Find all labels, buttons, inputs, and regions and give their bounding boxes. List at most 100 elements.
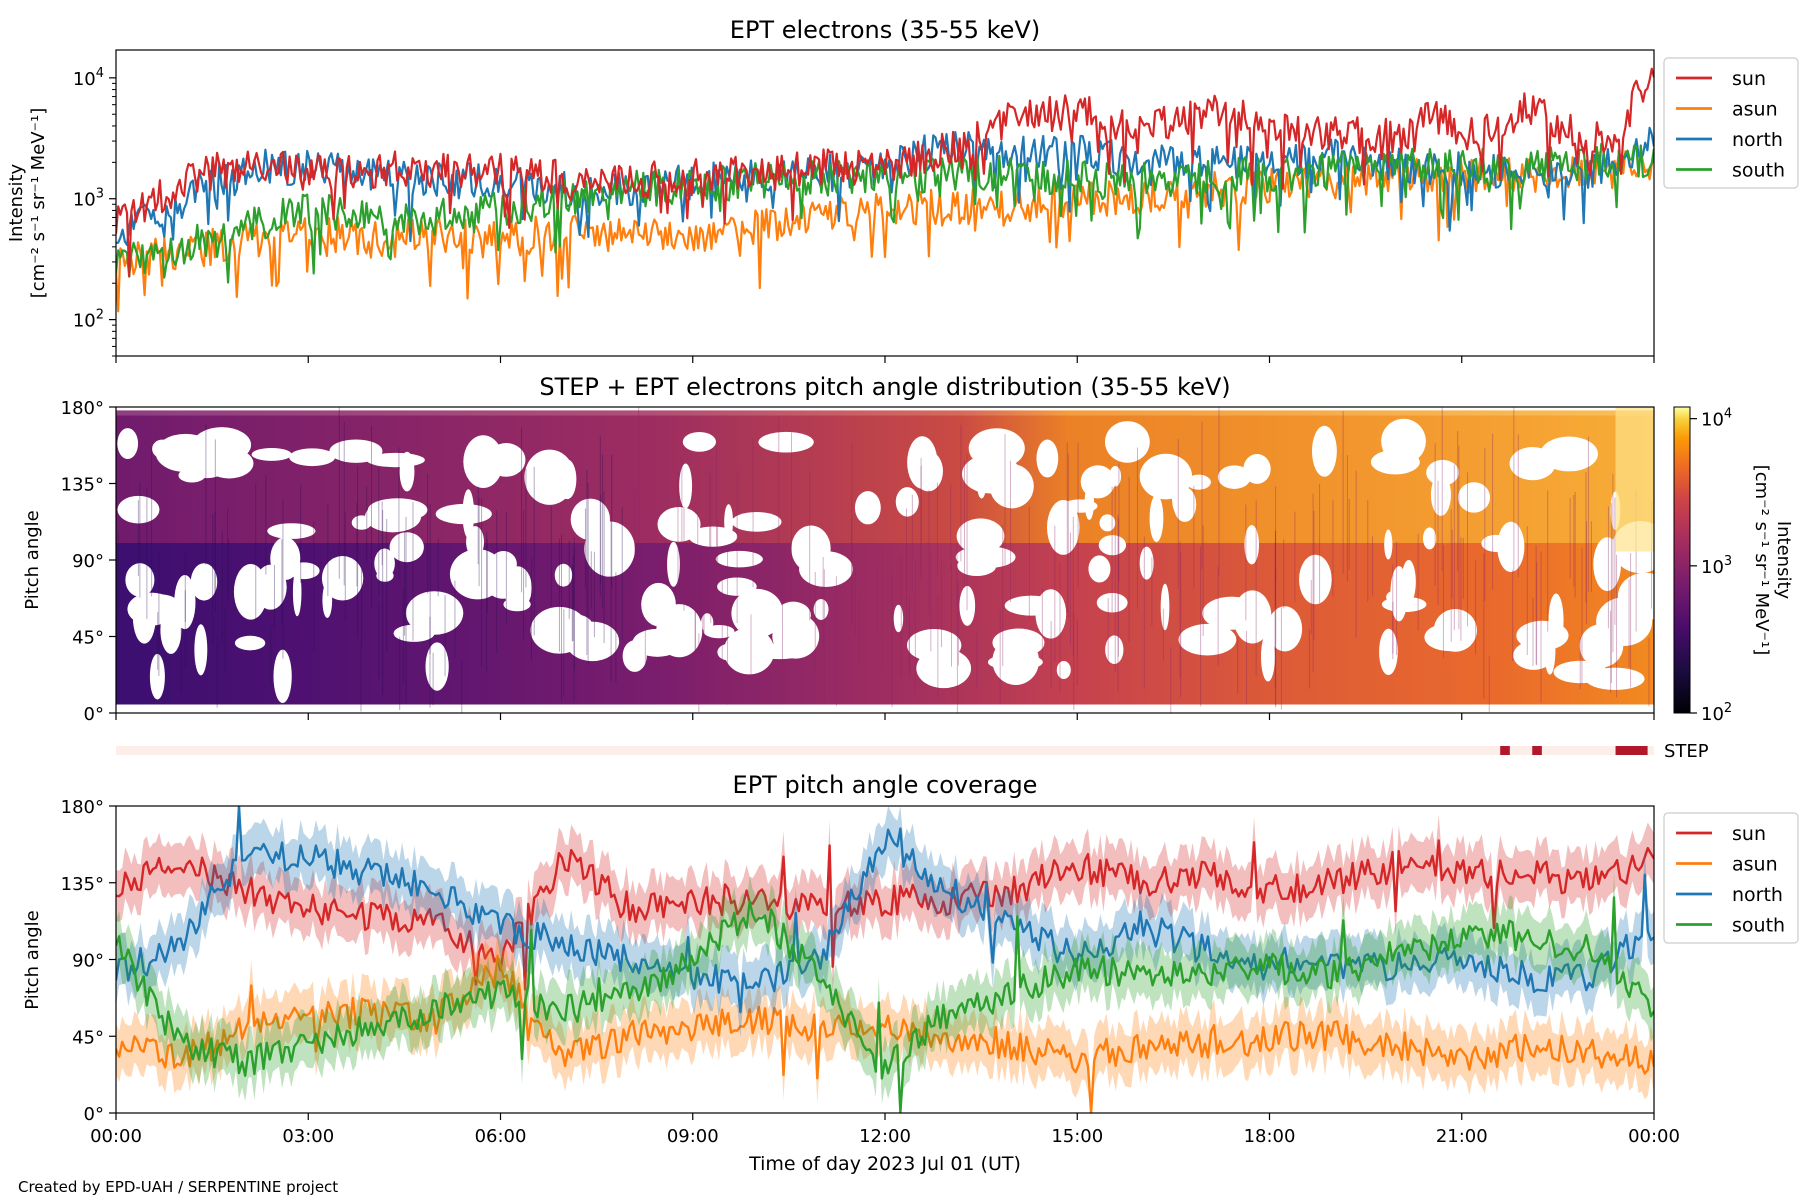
pad-gap: [149, 653, 165, 700]
legend-label-sun: sun: [1732, 823, 1766, 845]
step-strip-background: [116, 746, 1654, 755]
pad-gap: [117, 428, 139, 460]
pad-gap: [1617, 572, 1654, 621]
pad-gap: [1109, 465, 1122, 487]
panel3-xlabel: Time of day 2023 Jul 01 (UT): [748, 1153, 1021, 1175]
pad-gap: [1098, 535, 1127, 556]
pad-gap: [724, 504, 734, 540]
panel-intensity: EPT electrons (35-55 keV) 102 103 104 Inte…: [6, 16, 1799, 363]
pad-gap: [1379, 628, 1398, 676]
x-tick-label: 21:00: [1436, 1126, 1488, 1147]
pad-gap: [723, 627, 775, 675]
pad-gap: [1186, 474, 1211, 490]
pad-gap: [503, 597, 531, 612]
panel2-ylabel: Pitch angle: [22, 510, 43, 609]
pad-gap: [1593, 537, 1622, 592]
coverage-line-south: [116, 896, 1654, 1113]
pad-gap: [292, 567, 302, 617]
y-tick-label: 180°: [61, 797, 104, 818]
pad-gap: [584, 521, 635, 577]
pad-gap: [1088, 555, 1111, 583]
step-active-mark: [1615, 746, 1648, 755]
pad-gap: [731, 588, 784, 638]
pad-gap: [132, 589, 156, 644]
pad-gap: [160, 605, 182, 654]
pad-gap: [987, 653, 1043, 671]
y-tick-label: 45°: [72, 1027, 104, 1048]
pad-gap: [489, 551, 517, 578]
pad-gap: [1244, 525, 1259, 565]
pad-gap: [906, 629, 962, 662]
pad-gap: [1457, 482, 1491, 513]
x-tick-label: 00:00: [1628, 1126, 1680, 1147]
pad-gap: [1540, 436, 1598, 472]
y-tick-label: 45°: [72, 628, 104, 649]
pad-gap: [959, 585, 976, 626]
pad-gap: [486, 443, 526, 477]
panel2-title: STEP + EPT electrons pitch angle distrib…: [539, 373, 1230, 401]
step-indicator: STEP: [116, 741, 1709, 762]
pad-gap: [656, 604, 703, 658]
legend-label-north: north: [1732, 884, 1783, 906]
pad-gap: [190, 563, 218, 601]
colorbar-ticks: 102 103 104: [1690, 407, 1732, 725]
pad-gap: [374, 548, 395, 579]
series-line-sun: [116, 67, 1654, 278]
pad-gap: [1036, 439, 1059, 478]
panel3-x-ticks: 00:00 03:00 06:00 09:00 12:00 15:00 18:00 21:00…: [90, 1113, 1680, 1147]
step-active-marks: [1500, 746, 1648, 755]
pad-gap: [558, 459, 577, 500]
pad-gap: [1267, 606, 1303, 652]
pad-gap: [657, 506, 701, 542]
pad-gap: [799, 551, 853, 588]
coverage-band-asun: [116, 930, 1654, 1113]
pad-gap: [351, 515, 372, 530]
step-active-mark: [1500, 746, 1510, 755]
panel1-x-ticks: [115, 356, 1655, 363]
footer-credit: Created by EPD-UAH / SERPENTINE project: [18, 1178, 339, 1196]
pad-gap: [435, 503, 492, 525]
legend-label-north: north: [1732, 129, 1783, 151]
pad-gap: [1497, 521, 1525, 572]
panel3-plot-area: [116, 806, 1654, 1113]
pad-gap: [194, 624, 208, 676]
x-tick-label: 06:00: [475, 1126, 527, 1147]
pad-gap: [893, 604, 904, 633]
panel2-x-ticks: [115, 713, 1655, 720]
legend-label-asun: asun: [1732, 854, 1778, 876]
pad-gap: [329, 439, 383, 463]
pad-gap: [267, 523, 316, 539]
panel1-ylabel-line2: [cm⁻² s⁻¹ sr⁻¹ MeV⁻¹]: [28, 108, 49, 299]
pad-gap: [233, 563, 268, 620]
pad-gap: [545, 613, 593, 636]
pad-gap: [968, 428, 1025, 469]
pad-gap: [466, 526, 485, 558]
legend-label-south: south: [1732, 915, 1785, 937]
y-tick-label: 103: [73, 187, 104, 211]
pad-gap: [1422, 527, 1437, 550]
pad-gap: [125, 563, 155, 597]
pad-gap: [273, 649, 292, 704]
panel3-ylabel: Pitch angle: [22, 910, 43, 1009]
colorbar-label-line2: [cm⁻² s⁻¹ sr⁻¹ MeV⁻¹]: [1751, 465, 1772, 656]
pad-gap: [1099, 514, 1116, 532]
pad-gap: [554, 563, 573, 587]
legend-label-sun: sun: [1732, 68, 1766, 90]
legend-box: [1663, 812, 1799, 944]
pad-gap: [405, 591, 464, 635]
pad-band-upper: [116, 410, 1654, 543]
pad-gap: [717, 643, 740, 661]
panel1-title: EPT electrons (35-55 keV): [730, 16, 1040, 44]
pad-gap: [1579, 624, 1624, 668]
x-tick-label: 09:00: [667, 1126, 719, 1147]
pad-gap: [389, 532, 424, 563]
pad-gap: [204, 448, 254, 479]
pad-gap: [1202, 596, 1261, 630]
x-tick-label: 12:00: [859, 1126, 911, 1147]
pad-gap: [955, 545, 1016, 569]
y-tick-label: 180°: [61, 398, 104, 419]
y-tick-label: 0°: [84, 704, 104, 725]
pad-gap: [1105, 635, 1124, 665]
pad-gap: [1481, 534, 1511, 552]
